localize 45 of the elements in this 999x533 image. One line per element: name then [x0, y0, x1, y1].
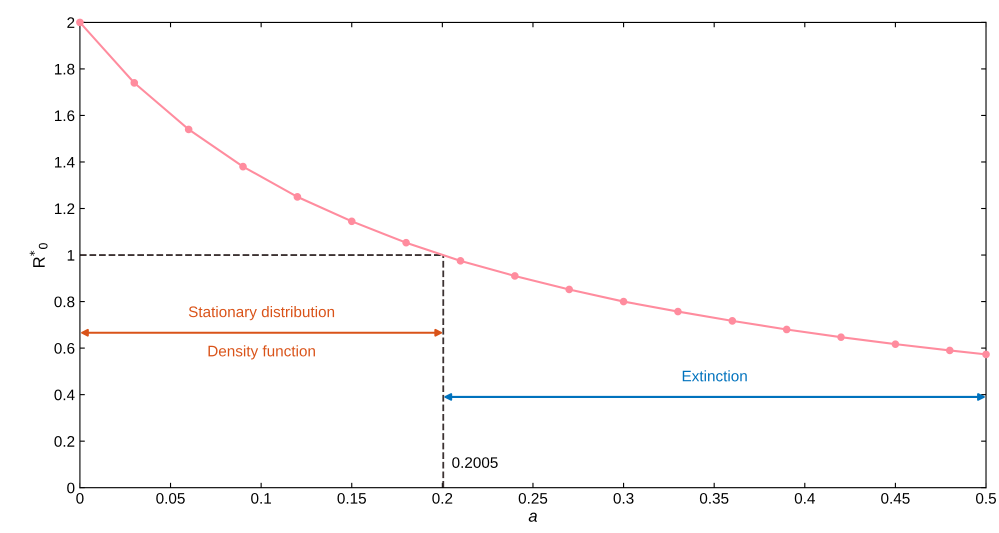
point	[837, 333, 845, 341]
x-tick-label: 0.1	[251, 492, 272, 504]
point	[348, 217, 356, 226]
point	[674, 308, 682, 316]
x-tick-label: 0.4	[794, 492, 815, 504]
point	[946, 346, 954, 354]
y-tick-label: 1.6	[54, 110, 74, 122]
point	[239, 162, 247, 170]
x-tick-label: 0.45	[881, 492, 910, 504]
y-tick-label: 0.2	[54, 436, 74, 447]
y-axis-title: R$^{*}$$_{0}$	[30, 243, 48, 268]
point	[294, 193, 302, 201]
x-tick-label: 0	[76, 492, 84, 504]
x-tick-label: 0.2	[432, 492, 452, 504]
point	[728, 317, 736, 325]
x-tick-label: 0.25	[518, 492, 548, 504]
point	[456, 257, 464, 265]
y-tick-label: 0.4	[54, 390, 75, 400]
annotation: Density function	[208, 345, 315, 360]
point	[782, 326, 790, 334]
point	[184, 126, 192, 134]
point	[130, 79, 138, 87]
point	[402, 238, 410, 247]
x-tick-label: 0.15	[337, 492, 366, 504]
annotation: Stationary distribution	[188, 306, 334, 320]
y-tick-label: 1.8	[54, 64, 74, 75]
ref-line-label: 0.2005	[452, 457, 498, 468]
point	[620, 298, 628, 306]
point	[565, 286, 574, 294]
y-tick-label: 0	[67, 482, 74, 494]
y-tick-label: 1.2	[54, 203, 74, 214]
x-tick-label: 0.35	[700, 492, 728, 504]
y-tick-label: 1	[68, 250, 74, 261]
point	[892, 340, 900, 348]
point	[982, 350, 990, 358]
x-tick-label: 0.05	[156, 492, 185, 504]
y-tick-label: 1.4	[54, 157, 75, 168]
x-axis-title: a	[528, 512, 538, 522]
point	[511, 272, 519, 280]
y-tick-label: 2	[67, 17, 74, 28]
x-tick-label: 0.5	[976, 492, 996, 504]
y-tick-label: 0.8	[54, 296, 74, 308]
y-tick-label: 0.6	[54, 342, 74, 354]
annotation: Extinction	[682, 370, 747, 382]
x-tick-label: 0.3	[614, 492, 634, 504]
